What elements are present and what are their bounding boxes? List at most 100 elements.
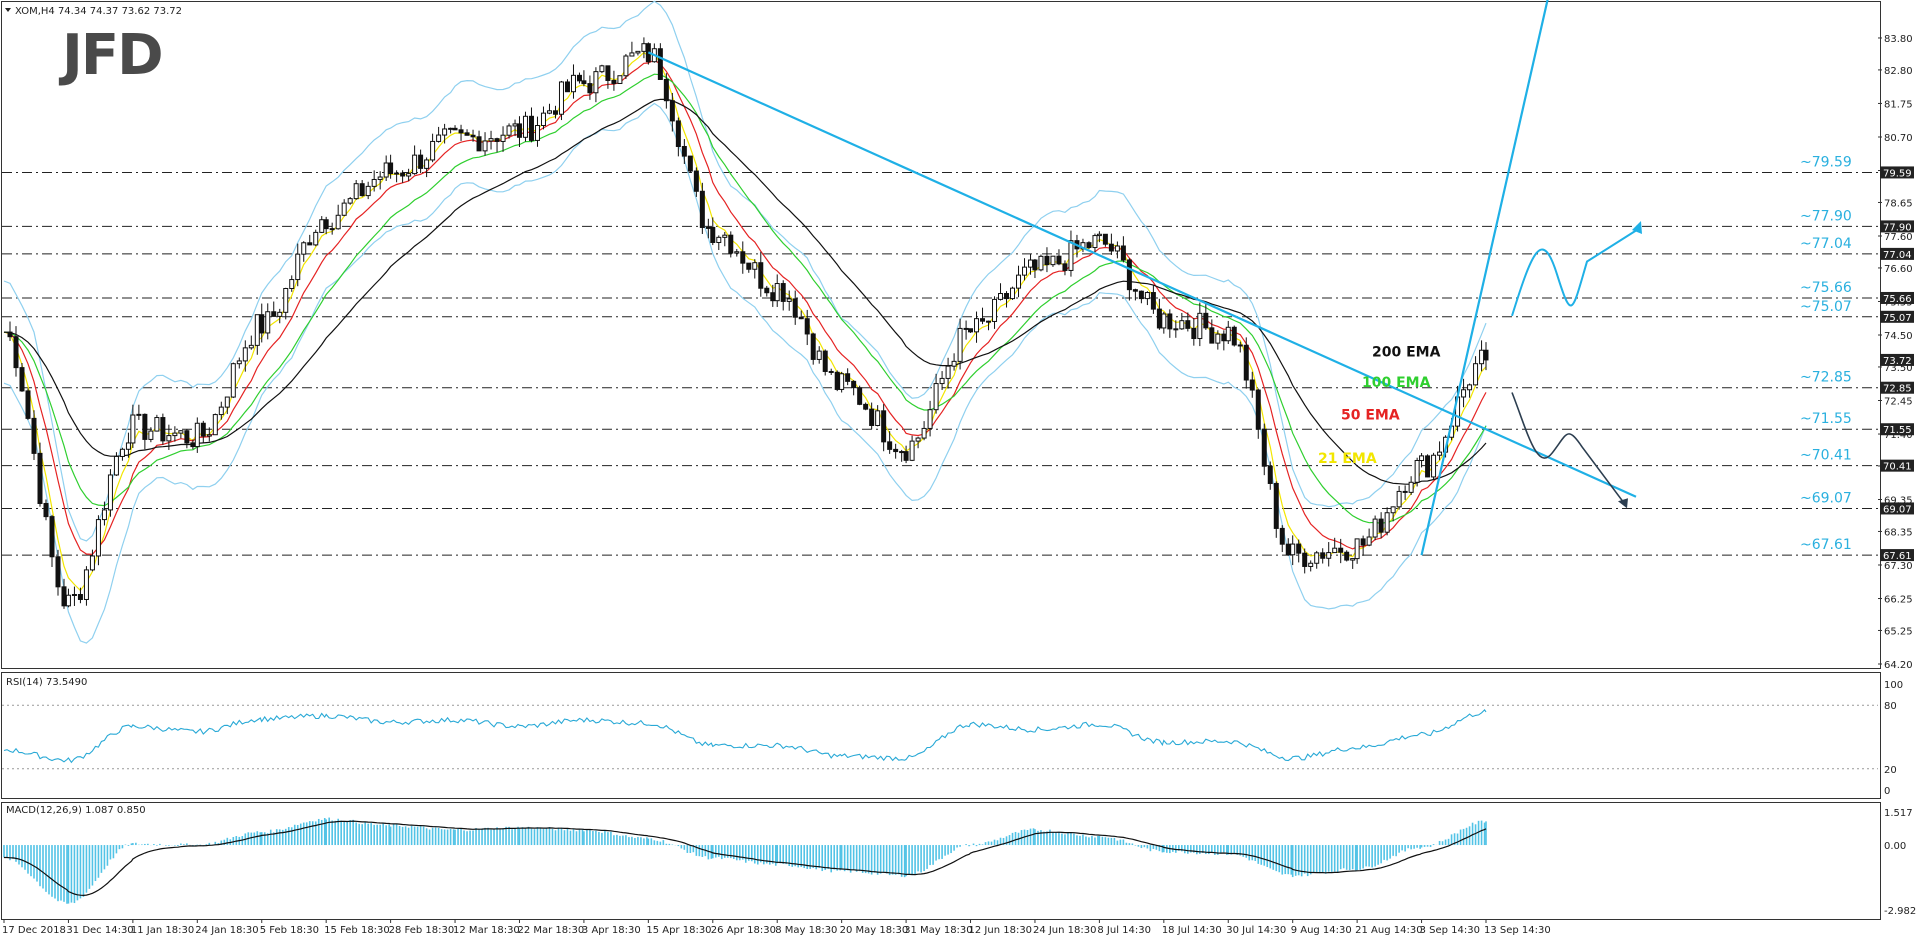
candle-body bbox=[1273, 482, 1279, 529]
price-tag bbox=[1880, 310, 1914, 323]
price-tick-label: 73.50 bbox=[1884, 363, 1913, 374]
level-label: ~71.55 bbox=[1800, 411, 1852, 427]
candle-body bbox=[1010, 287, 1016, 300]
time-tick-label: 26 Apr 18:30 bbox=[711, 925, 776, 936]
candle-body bbox=[119, 448, 125, 457]
candle-body bbox=[160, 417, 166, 442]
candle-body bbox=[1479, 349, 1485, 365]
candle-body bbox=[1354, 538, 1360, 560]
candle-body bbox=[699, 190, 705, 228]
candle-body bbox=[798, 316, 804, 320]
ema-label: 200 EMA bbox=[1372, 345, 1441, 361]
candle-body bbox=[7, 331, 13, 338]
candle-body bbox=[740, 251, 746, 264]
candle-body bbox=[194, 422, 200, 448]
rsi-tick-label: 100 bbox=[1884, 680, 1903, 691]
candle-body bbox=[442, 128, 448, 136]
rsi-line bbox=[3, 709, 1487, 764]
rsi-pane: RSI(14) 73.5490 100 80 20 0 bbox=[2, 677, 1903, 797]
candle-body bbox=[1261, 428, 1267, 467]
candle-body bbox=[1102, 233, 1108, 245]
rsi-tick-label: 20 bbox=[1884, 765, 1897, 776]
candle-body bbox=[1425, 455, 1431, 478]
candle-body bbox=[746, 262, 752, 270]
candle-body bbox=[178, 430, 184, 434]
bearish-arrowhead bbox=[1618, 498, 1628, 509]
candle-body bbox=[436, 134, 442, 142]
ema-100-line bbox=[3, 73, 1487, 525]
candle-body bbox=[663, 78, 669, 102]
candle-body bbox=[1108, 243, 1114, 252]
candle-body bbox=[851, 380, 857, 389]
time-tick-label: 21 Aug 14:30 bbox=[1355, 925, 1422, 936]
ema-200-line bbox=[3, 98, 1487, 485]
candle-body bbox=[1038, 255, 1044, 271]
candle-body bbox=[359, 183, 365, 197]
price-tick-label: 77.60 bbox=[1884, 232, 1913, 243]
candle-body bbox=[992, 298, 998, 322]
candle-body bbox=[869, 408, 875, 426]
candle-body bbox=[313, 231, 319, 246]
candle-body bbox=[921, 427, 927, 439]
candle-body bbox=[957, 327, 963, 362]
price-tick-label: 80.70 bbox=[1884, 133, 1913, 144]
candle-body bbox=[1243, 344, 1249, 381]
candle-body bbox=[1314, 552, 1320, 564]
candle-body bbox=[611, 79, 617, 84]
candle-body bbox=[1068, 240, 1074, 271]
price-tag-label: 73.72 bbox=[1883, 356, 1912, 367]
scenario-layer bbox=[1511, 221, 1642, 509]
candle-body bbox=[1473, 363, 1479, 386]
bollinger-layer bbox=[3, 0, 1487, 644]
candle-body bbox=[1197, 312, 1203, 340]
candle-body bbox=[418, 154, 424, 169]
candle-body bbox=[1156, 308, 1162, 329]
price-tick-label: 78.65 bbox=[1884, 198, 1913, 209]
candle-body bbox=[265, 311, 271, 334]
symbol-header: XOM,H4 74.34 74.37 73.62 73.72 bbox=[5, 6, 182, 17]
price-tick-label: 66.25 bbox=[1884, 595, 1913, 606]
candle-body bbox=[1338, 547, 1344, 553]
candle-body bbox=[1461, 389, 1467, 398]
bullish-scenario-path bbox=[1511, 227, 1641, 317]
time-tick-label: 24 Jun 18:30 bbox=[1033, 925, 1097, 936]
candle-body bbox=[347, 198, 353, 204]
candle-body bbox=[1209, 327, 1215, 344]
candle-body bbox=[83, 569, 89, 600]
candle-body bbox=[1056, 255, 1062, 265]
candle-body bbox=[65, 594, 71, 607]
candle-body bbox=[1132, 289, 1138, 292]
candle-body bbox=[113, 455, 119, 476]
candle-body bbox=[909, 440, 915, 461]
candle-body bbox=[248, 344, 254, 349]
price-tag-label: 75.07 bbox=[1883, 313, 1912, 324]
candle-body bbox=[641, 43, 647, 52]
time-tick-label: 24 Jan 18:30 bbox=[195, 925, 258, 936]
rsi-title: RSI(14) 73.5490 bbox=[6, 677, 87, 688]
time-tick-label: 8 May 18:30 bbox=[775, 925, 837, 936]
candle-body bbox=[365, 185, 371, 197]
candle-body bbox=[1414, 459, 1420, 483]
candle-body bbox=[488, 138, 494, 142]
candle-body bbox=[49, 516, 55, 558]
candle-body bbox=[780, 283, 786, 302]
candle-body bbox=[482, 140, 488, 152]
candle-body bbox=[430, 140, 436, 161]
candle-body bbox=[335, 214, 341, 230]
candle-body bbox=[283, 287, 289, 313]
candle-body bbox=[71, 594, 77, 597]
candle-body bbox=[587, 83, 593, 94]
candle-body bbox=[1360, 538, 1366, 546]
candle-body bbox=[55, 556, 61, 588]
candle-body bbox=[1402, 490, 1408, 493]
candle-body bbox=[710, 226, 716, 243]
candle-body bbox=[125, 442, 131, 450]
candle-body bbox=[500, 134, 506, 142]
candle-body bbox=[301, 242, 307, 255]
candle-body bbox=[184, 430, 190, 444]
time-tick-label: 11 Jan 18:30 bbox=[131, 925, 194, 936]
candle-body bbox=[289, 279, 295, 289]
symbol-line: XOM,H4 74.34 74.37 73.62 73.72 bbox=[15, 6, 182, 17]
candle-body bbox=[1378, 518, 1384, 533]
